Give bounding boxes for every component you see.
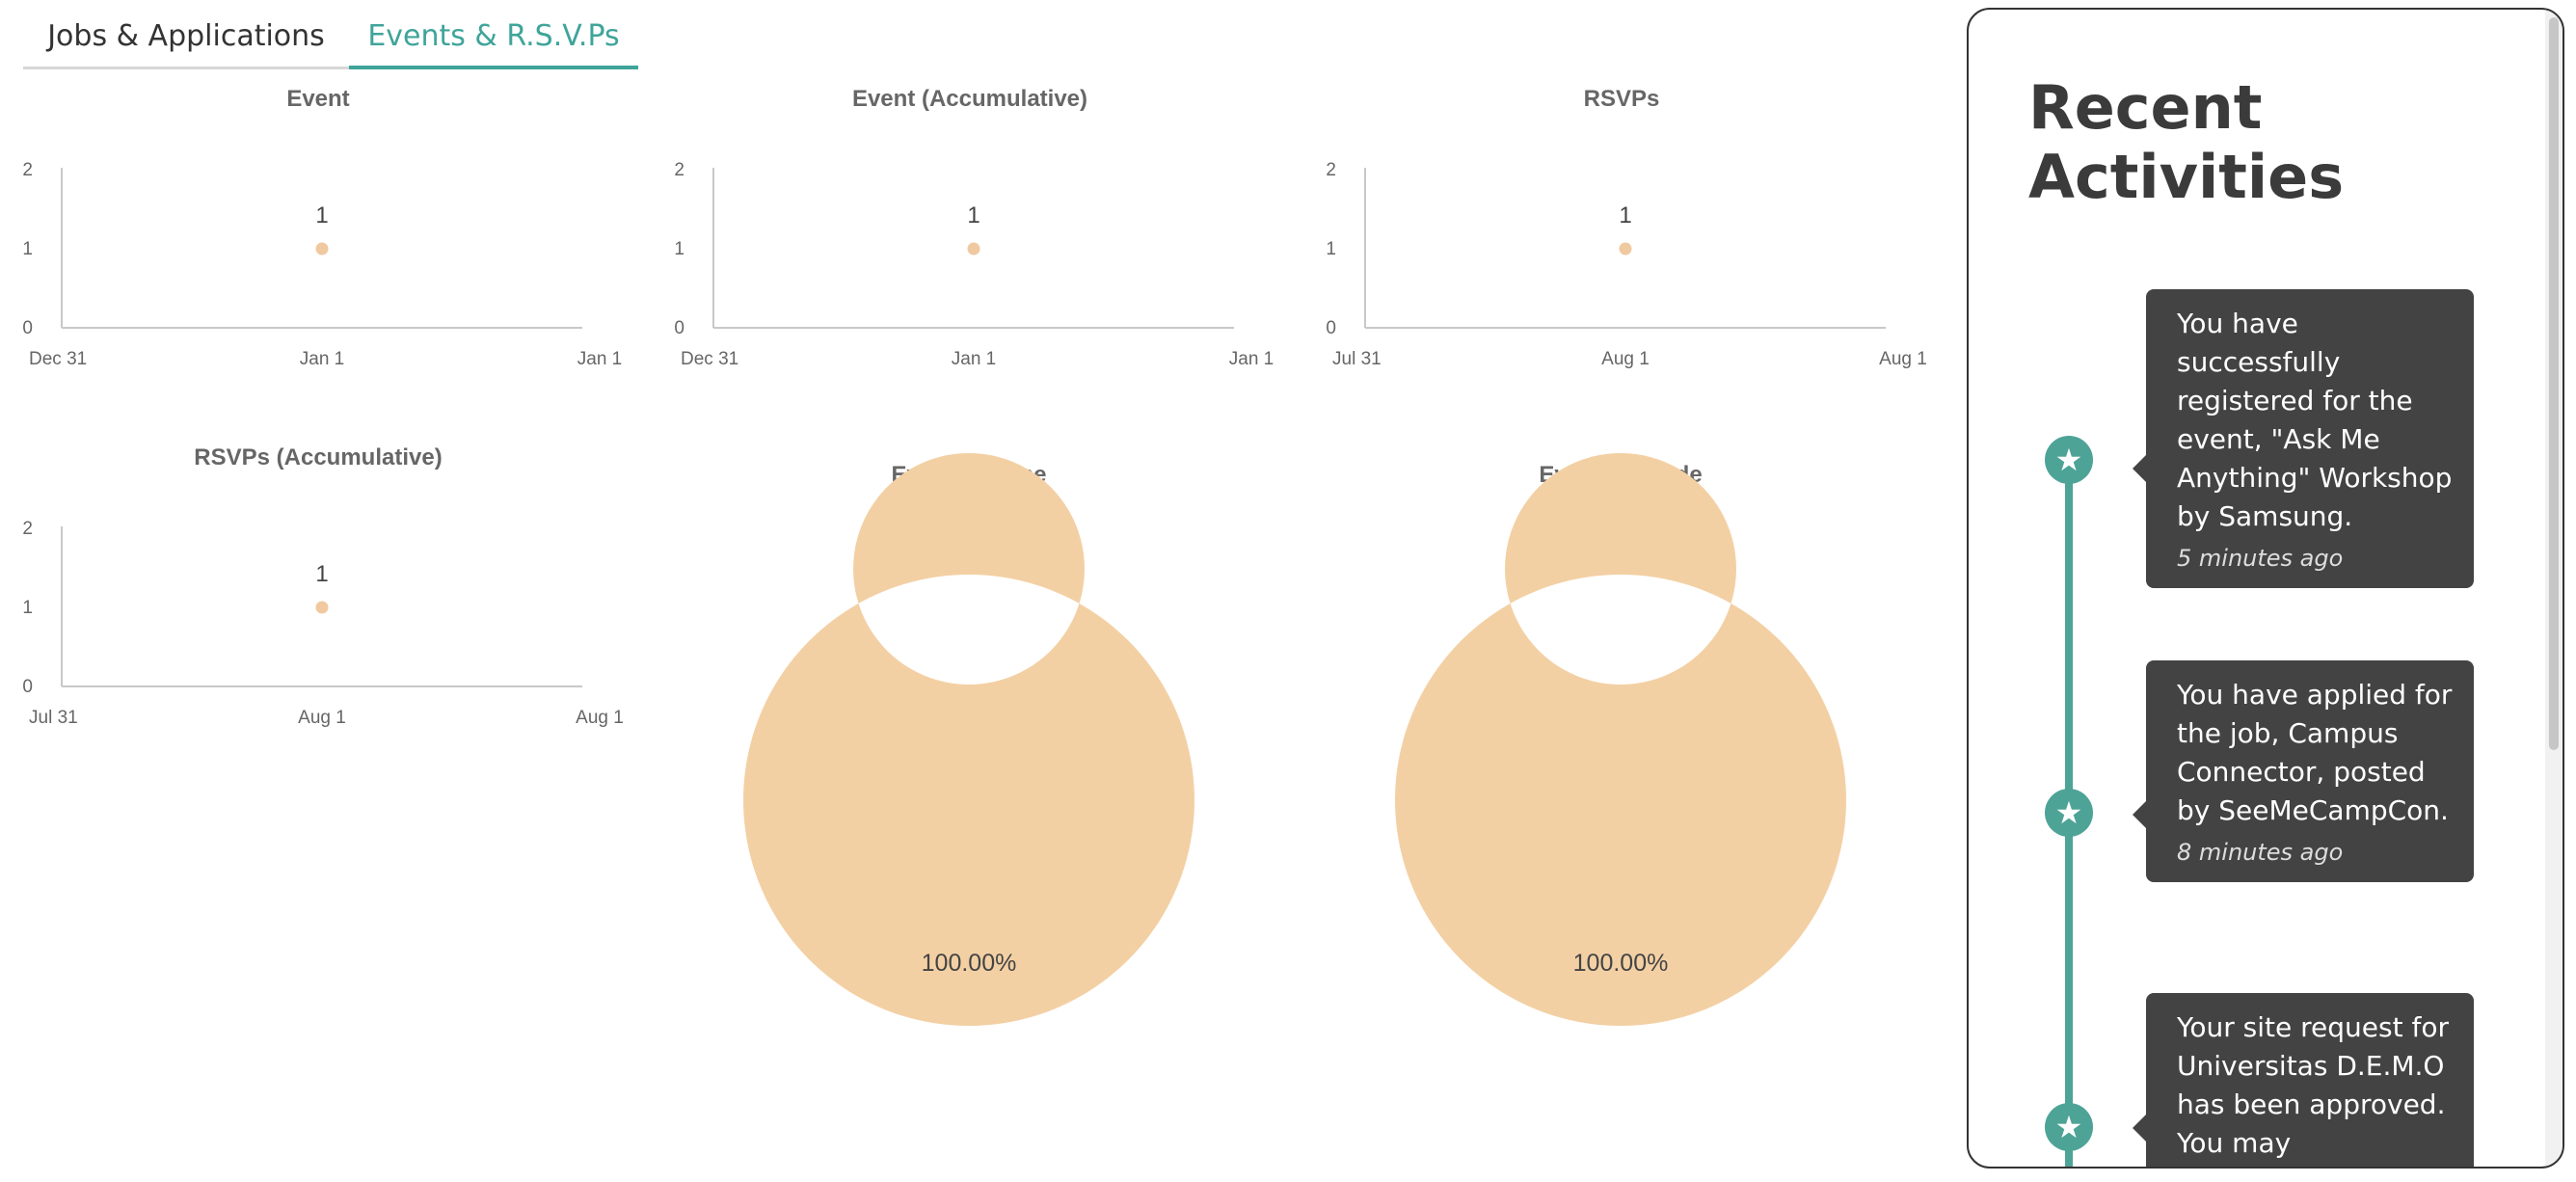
tab-bar: Jobs & Applications Events & R.S.V.Ps bbox=[23, 0, 638, 69]
y-tick-label: 2 bbox=[22, 160, 33, 180]
recent-activities-panel[interactable]: Recent Activities ★ You have successfully… bbox=[1967, 8, 2564, 1169]
activity-text: Your site request for Universitas D.E.M.… bbox=[2177, 1011, 2449, 1159]
x-tick-label: Jan 1 bbox=[952, 349, 996, 369]
data-label: 1 bbox=[315, 561, 328, 587]
activity-card: Your site request for Universitas D.E.M.… bbox=[2133, 993, 2474, 1167]
y-tick-label: 2 bbox=[674, 160, 684, 180]
x-tick-label: Jan 1 bbox=[300, 349, 344, 369]
event-chart: Event 0 1 2 Dec 31 Jan 1 Jan 1 1 bbox=[17, 77, 625, 395]
event-accumulative-chart: Event (Accumulative) 0 1 2 Dec 31 Jan 1 Jan 1 1 bbox=[669, 77, 1276, 395]
x-tick-label: Aug 1 bbox=[298, 708, 346, 728]
donut-slice bbox=[742, 453, 1194, 1026]
chart-title: RSVPs (Accumulative) bbox=[194, 444, 442, 470]
tab-events-rsvps[interactable]: Events & R.S.V.Ps bbox=[349, 0, 638, 69]
y-tick-label: 0 bbox=[674, 318, 684, 338]
y-tick-label: 1 bbox=[674, 239, 684, 259]
data-point bbox=[967, 242, 980, 255]
x-tick-label: Jul 31 bbox=[29, 708, 78, 728]
event-by-type-chart: Event by TypeWorkshop100.00% bbox=[713, 453, 1234, 1051]
data-label: 1 bbox=[315, 202, 328, 228]
data-label: 1 bbox=[1619, 202, 1631, 228]
activity-text: You have applied for the job, Campus Con… bbox=[2177, 679, 2453, 826]
chart-title: Event (Accumulative) bbox=[852, 86, 1087, 112]
donut-slice bbox=[1394, 453, 1846, 1026]
activity-card: You have applied for the job, Campus Con… bbox=[2133, 660, 2474, 882]
scrollbar[interactable] bbox=[2545, 10, 2563, 1167]
x-tick-label: Jan 1 bbox=[577, 349, 622, 369]
star-icon: ★ bbox=[2045, 1103, 2093, 1151]
y-tick-label: 2 bbox=[1326, 160, 1336, 180]
activity-text: You have successfully registered for the… bbox=[2177, 308, 2453, 532]
rsvps-chart: RSVPs 0 1 2 Jul 31 Aug 1 Aug 1 1 bbox=[1321, 77, 1928, 395]
star-icon: ★ bbox=[2045, 436, 2093, 484]
x-tick-label: Jul 31 bbox=[1332, 349, 1382, 369]
activity-time: 5 minutes ago bbox=[2177, 545, 2344, 572]
rsvps-accumulative-chart: RSVPs (Accumulative) 0 1 2 Jul 31 Aug 1 Aug 1 1 bbox=[17, 436, 625, 754]
x-tick-label: Dec 31 bbox=[29, 349, 87, 369]
x-tick-label: Dec 31 bbox=[681, 349, 738, 369]
tab-jobs-applications[interactable]: Jobs & Applications bbox=[47, 19, 325, 53]
x-tick-label: Aug 1 bbox=[1879, 349, 1927, 369]
percent-label: 100.00% bbox=[922, 950, 1017, 977]
chart-title: RSVPs bbox=[1584, 86, 1660, 112]
y-tick-label: 0 bbox=[1326, 318, 1336, 338]
y-tick-label: 0 bbox=[22, 318, 33, 338]
x-tick-label: Aug 1 bbox=[1601, 349, 1650, 369]
y-tick-label: 1 bbox=[22, 239, 33, 259]
activity-time: 8 minutes ago bbox=[2177, 839, 2344, 866]
y-tick-label: 0 bbox=[22, 677, 33, 697]
y-tick-label: 2 bbox=[22, 519, 33, 539]
y-tick-label: 1 bbox=[22, 598, 33, 618]
x-tick-label: Jan 1 bbox=[1229, 349, 1274, 369]
data-point bbox=[315, 242, 329, 255]
scrollbar-thumb[interactable] bbox=[2549, 17, 2559, 750]
activity-card: You have successfully registered for the… bbox=[2133, 289, 2474, 588]
data-point bbox=[1619, 242, 1632, 255]
data-label: 1 bbox=[967, 202, 979, 228]
percent-label: 100.00% bbox=[1573, 950, 1669, 977]
x-tick-label: Aug 1 bbox=[576, 708, 624, 728]
chart-title: Event bbox=[286, 86, 349, 112]
y-tick-label: 1 bbox=[1326, 239, 1336, 259]
data-point bbox=[315, 601, 329, 614]
panel-title: Recent Activities bbox=[2028, 72, 2345, 212]
event-by-mode-chart: Event by ModeOnline100.00% bbox=[1365, 453, 1886, 1051]
star-icon: ★ bbox=[2045, 789, 2093, 837]
